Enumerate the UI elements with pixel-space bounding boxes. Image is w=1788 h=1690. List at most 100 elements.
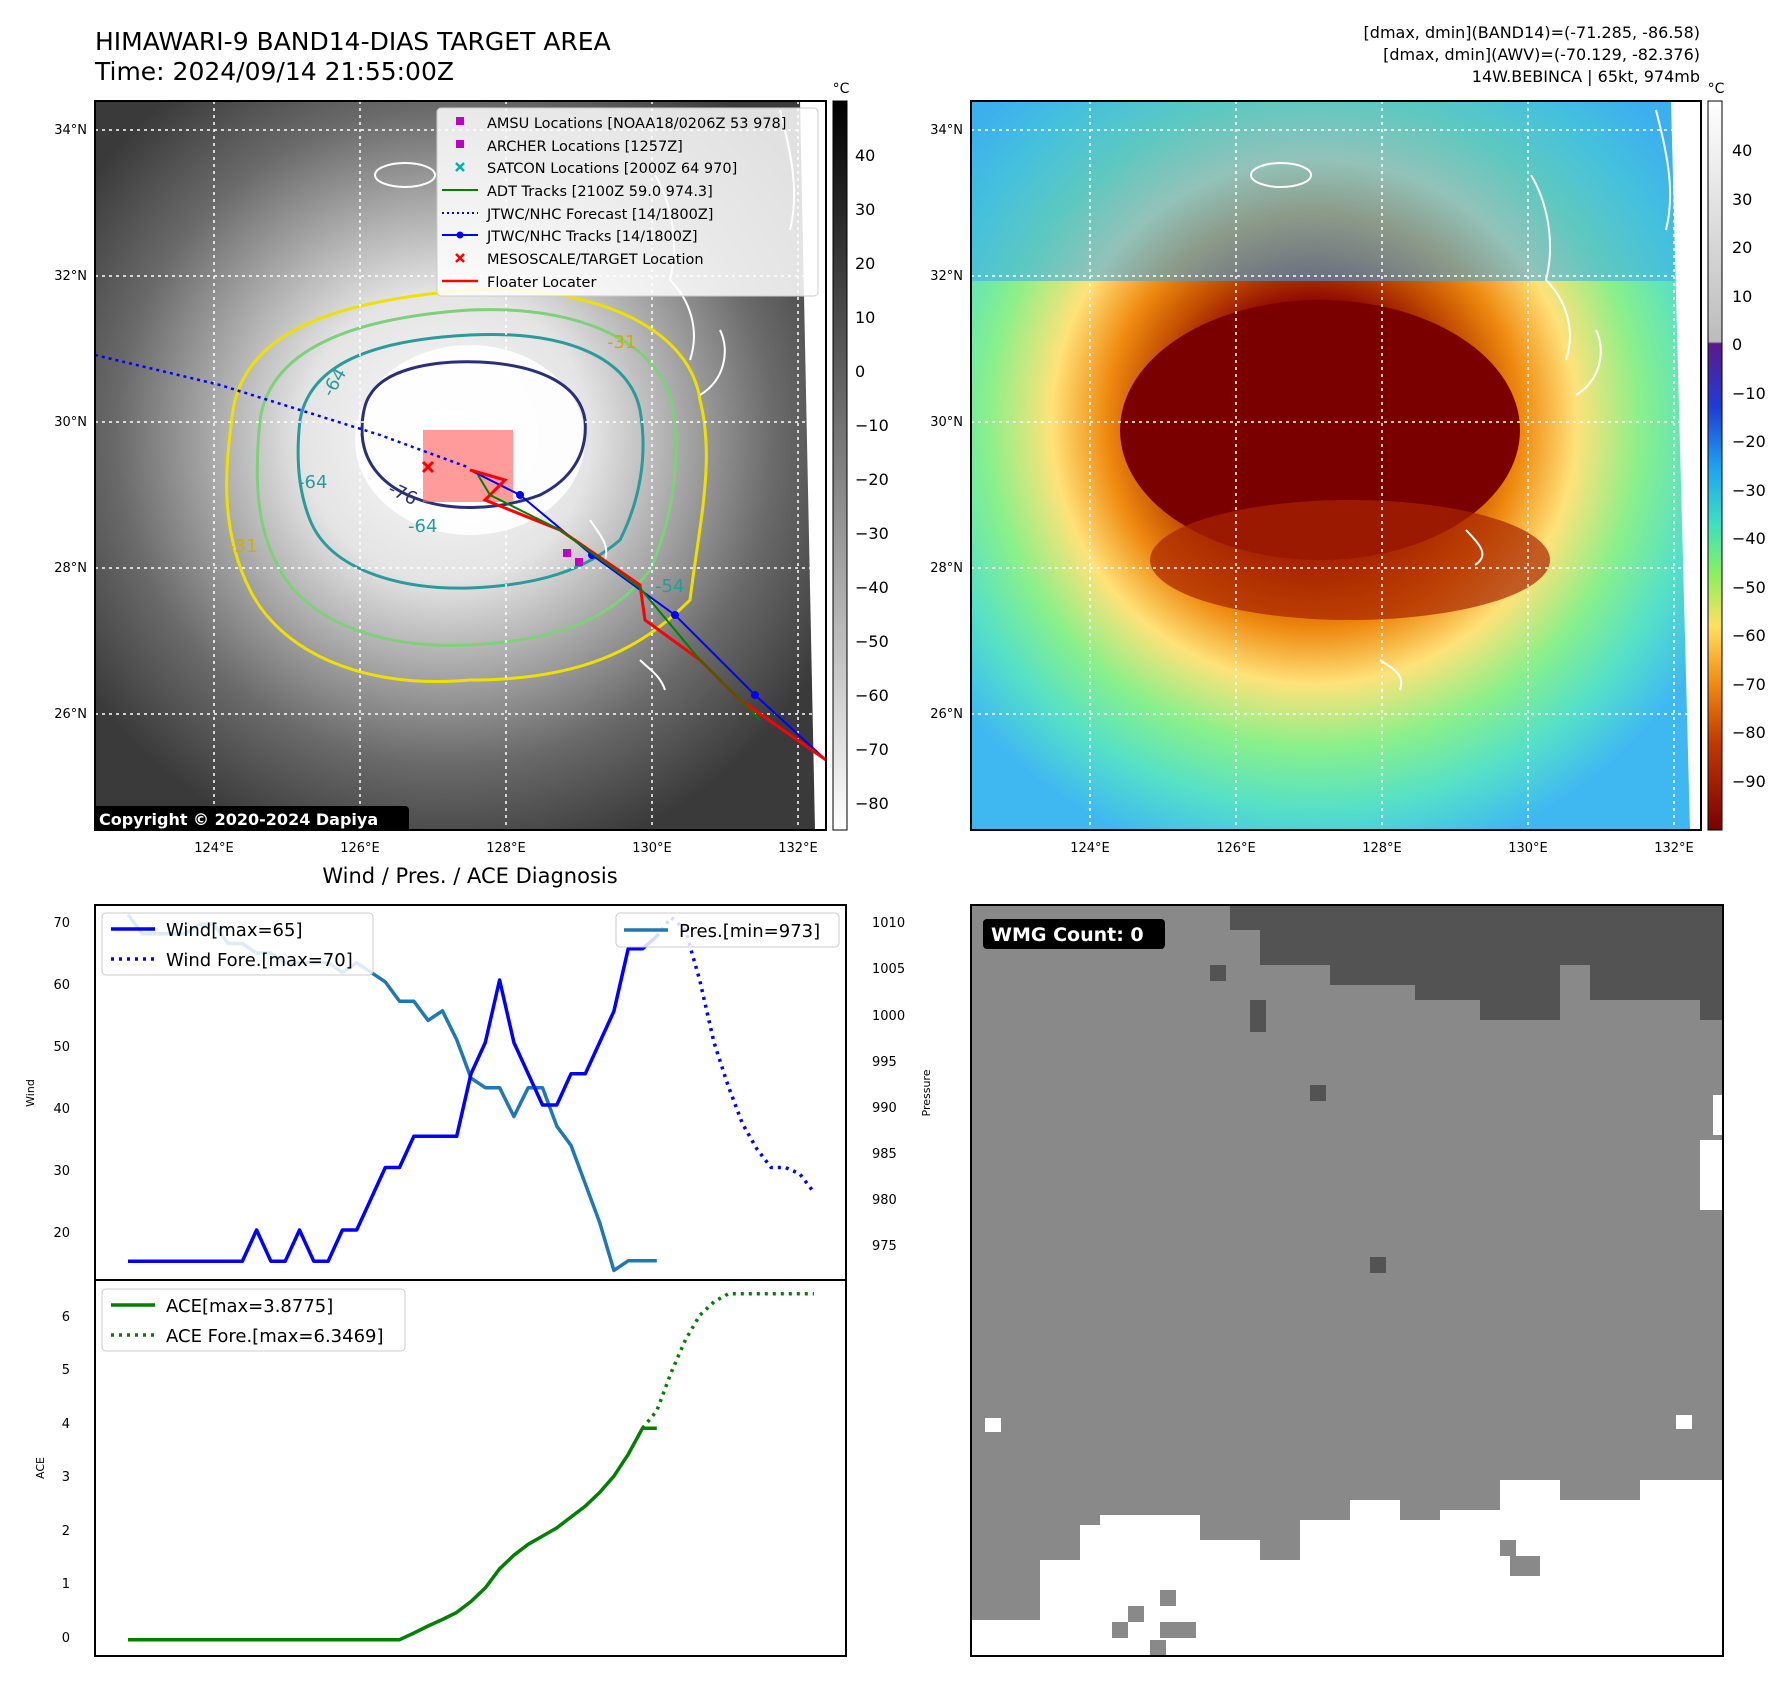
- wmg-frame: [970, 904, 1724, 1657]
- left-lon-ticks: 124°E 126°E 128°E 130°E 132°E: [194, 841, 818, 856]
- contour-label-31b: -31: [228, 536, 257, 557]
- legend-forecast-label: JTWC/NHC Forecast [14/1800Z]: [486, 207, 713, 223]
- right-lat-ticks: 34°N 32°N 30°N 28°N 26°N: [930, 123, 963, 722]
- color-cb-tick: −50: [1732, 578, 1766, 597]
- adt-track-line: [477, 474, 761, 721]
- gray-cb-tick: 0: [855, 362, 865, 381]
- pressure-ytick: 1000: [872, 1009, 905, 1024]
- color-cb-tick: 10: [1732, 287, 1752, 306]
- wind-legend-label: Wind[max=65]: [166, 920, 303, 941]
- wmg-dark-pixels: [1210, 965, 1386, 1273]
- color-colorbar: [1707, 100, 1723, 831]
- legend-tracks-dot: [456, 231, 464, 239]
- pressure-ytick: 1005: [872, 962, 905, 977]
- legend-mesoscale-swatch: [455, 253, 465, 263]
- pressure-ytick: 975: [872, 1239, 897, 1254]
- wind-ytick: 20: [53, 1226, 70, 1241]
- gray-cb-tick: −80: [855, 794, 889, 813]
- pressure-ytick: 1010: [872, 916, 905, 931]
- contour-label-64c: -64: [298, 472, 327, 493]
- gridlines-right: [971, 101, 1701, 830]
- wind-fore-legend-label: Wind Fore.[max=70]: [166, 950, 353, 971]
- legend-archer-swatch: [456, 140, 464, 148]
- wind-ytick: 40: [53, 1102, 70, 1117]
- lon-tick: 126°E: [340, 841, 380, 856]
- pressure-ytick: 990: [872, 1101, 897, 1116]
- lon-tick: 124°E: [194, 841, 234, 856]
- gray-cb-tick: 10: [855, 308, 875, 327]
- contour-label-54: -54: [655, 576, 684, 597]
- contour-teal: [296, 332, 645, 590]
- gray-cb-tick: −60: [855, 686, 889, 705]
- copyright-box: [95, 806, 409, 830]
- gray-colorbar: [832, 100, 848, 831]
- ace-legend: ACE[max=3.8775] ACE Fore.[max=6.3469]: [101, 1288, 406, 1352]
- contour-navy: [360, 360, 587, 509]
- lon-tick: 128°E: [1362, 841, 1402, 856]
- gray-cb-tick: −10: [855, 416, 889, 435]
- pressure-ytick: 980: [872, 1193, 897, 1208]
- lat-tick: 28°N: [54, 561, 87, 576]
- gray-cb-tick: −70: [855, 740, 889, 759]
- jtwc-track-line: [469, 469, 826, 761]
- wind-ylabel: Wind: [24, 1079, 37, 1107]
- gray-cb-tick: −50: [855, 632, 889, 651]
- color-cb-tick: −60: [1732, 626, 1766, 645]
- stats-awv: [dmax, dmin](AWV)=(-70.129, -82.376): [1383, 45, 1700, 64]
- left-lat-ticks: 34°N 32°N 30°N 28°N 26°N: [54, 123, 87, 722]
- lat-tick: 28°N: [930, 561, 963, 576]
- pressure-yticks: 1010 1005 1000 995 990 985 980 975: [872, 916, 905, 1254]
- jtwc-forecast-line: [95, 353, 471, 470]
- color-cb-tick: −40: [1732, 529, 1766, 548]
- pressure-ylabel: Pressure: [920, 1069, 933, 1116]
- target-area-box: [423, 430, 513, 502]
- wind-ytick: 60: [53, 978, 70, 993]
- color-cb-tick: 0: [1732, 335, 1742, 354]
- gray-cb-tick: 40: [855, 146, 875, 165]
- lon-tick: 130°E: [632, 841, 672, 856]
- lat-tick: 34°N: [54, 123, 87, 138]
- lat-tick: 32°N: [930, 269, 963, 284]
- right-map-frame: [970, 100, 1702, 831]
- wmg-panel: [971, 905, 1723, 1656]
- legend-satcon-label: SATCON Locations [2000Z 64 970]: [487, 161, 737, 177]
- wmg-count-badge: [983, 919, 1165, 949]
- lat-tick: 30°N: [930, 415, 963, 430]
- title: HIMAWARI-9 BAND14-DIAS TARGET AREA: [95, 27, 611, 56]
- color-colorbar-unit: °C: [1708, 81, 1725, 97]
- contour-label-31: -31: [607, 332, 636, 353]
- diagnosis-title: Wind / Pres. / ACE Diagnosis: [322, 864, 617, 888]
- legend-floater-label: Floater Locater: [487, 275, 596, 291]
- wind-ytick: 30: [53, 1164, 70, 1179]
- ace-line: [128, 1426, 657, 1642]
- gray-colorbar-ticks: 40 30 20 10 0 −10 −20 −30 −40 −50 −60 −7…: [855, 146, 889, 813]
- color-cb-tick: −30: [1732, 481, 1766, 500]
- mesoscale-target-marker: [421, 460, 435, 474]
- wind-legend: Wind[max=65] Wind Fore.[max=70]: [101, 912, 374, 976]
- color-cb-tick: 40: [1732, 141, 1752, 160]
- legend-adt-label: ADT Tracks [2100Z 59.0 974.3]: [487, 184, 713, 200]
- lon-tick: 132°E: [778, 841, 818, 856]
- left-map-frame: [94, 100, 827, 831]
- lat-tick: 26°N: [930, 707, 963, 722]
- wind-forecast-line: [655, 915, 816, 1194]
- lat-tick: 26°N: [54, 707, 87, 722]
- contour-green: [255, 308, 678, 648]
- contour-label-64b: -64: [408, 516, 437, 537]
- pressure-legend-label: Pres.[min=973]: [679, 921, 820, 942]
- ace-ytick: 3: [62, 1470, 70, 1485]
- gray-cb-tick: 20: [855, 254, 875, 273]
- lon-tick: 128°E: [486, 841, 526, 856]
- color-cb-tick: 20: [1732, 238, 1752, 257]
- legend-satcon-swatch: [455, 162, 465, 172]
- ace-ytick: 5: [62, 1363, 70, 1378]
- wmg-dark-region: [1230, 905, 1723, 1020]
- wind-line: [128, 934, 658, 1264]
- color-cb-tick: −80: [1732, 723, 1766, 742]
- legend-mesoscale-label: MESOSCALE/TARGET Location: [487, 252, 704, 268]
- ace-ytick: 4: [62, 1417, 70, 1432]
- lon-tick: 126°E: [1216, 841, 1256, 856]
- color-cb-tick: −90: [1732, 772, 1766, 791]
- coastlines-right: [1250, 109, 1672, 691]
- copyright-text: Copyright © 2020-2024 Dapiya: [99, 810, 378, 829]
